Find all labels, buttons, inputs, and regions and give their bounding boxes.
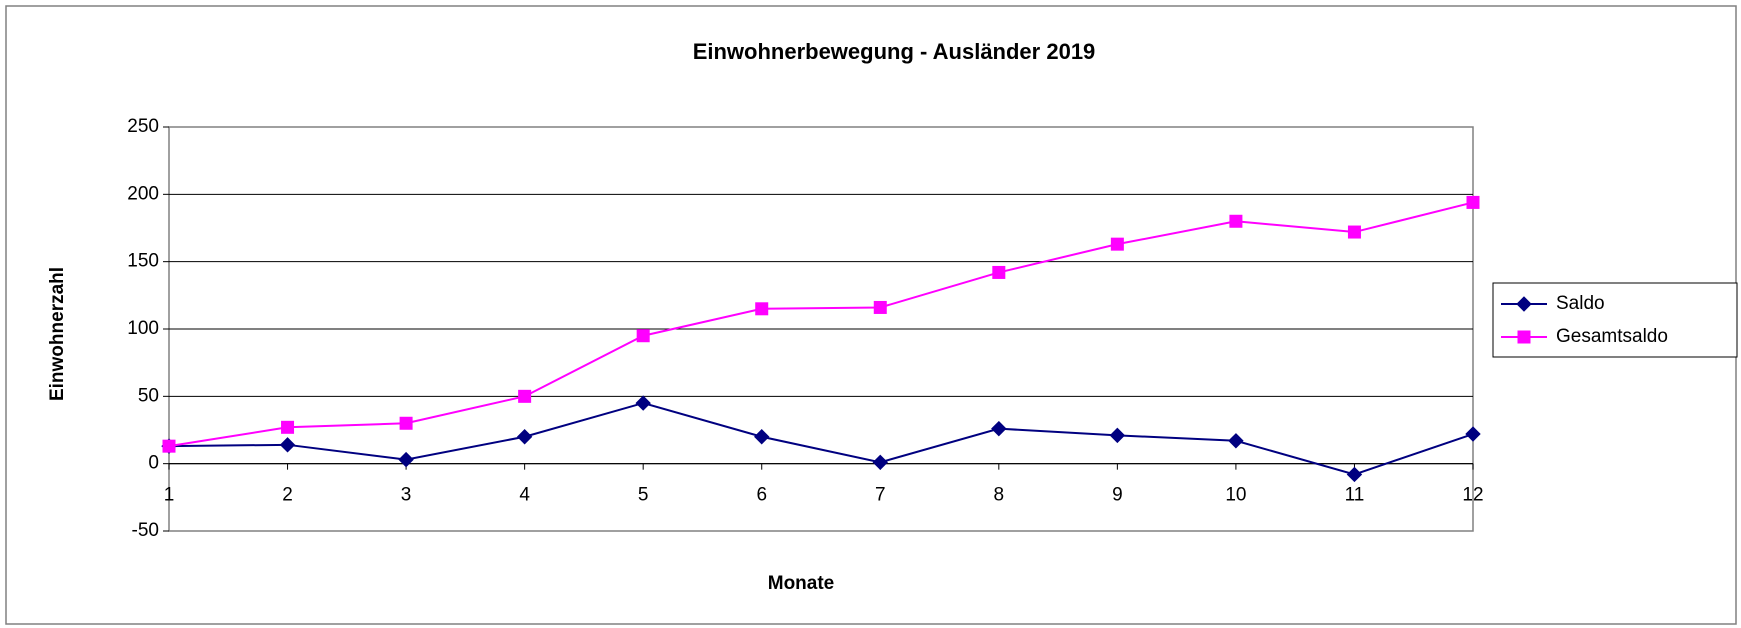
y-tick-label: 100 (127, 318, 159, 339)
x-tick-label: 1 (164, 485, 175, 506)
x-tick-label: 7 (875, 485, 886, 506)
data-point (754, 429, 770, 445)
data-point (991, 420, 1007, 437)
data-point (873, 300, 887, 314)
x-tick-label: 6 (756, 485, 767, 506)
x-tick-label: 3 (401, 485, 412, 506)
series-line (168, 402, 1474, 476)
y-tick-label: 50 (138, 385, 159, 406)
x-tick-label: 4 (519, 485, 530, 506)
data-point (1347, 225, 1361, 239)
y-tick-label: 200 (127, 183, 159, 204)
data-point (162, 439, 176, 453)
x-tick-label: 9 (1112, 485, 1123, 506)
data-point (1466, 195, 1480, 209)
legend-label: Gesamtsaldo (1556, 326, 1668, 347)
data-point (281, 420, 295, 434)
data-point (872, 454, 888, 471)
y-tick-label: -50 (132, 520, 159, 541)
legend-marker (1517, 330, 1531, 344)
x-tick-label: 11 (1345, 485, 1365, 506)
data-point (516, 429, 533, 445)
y-tick-label: 250 (127, 116, 159, 137)
data-point (399, 416, 413, 430)
data-point (992, 265, 1006, 279)
x-tick-label: 5 (638, 485, 649, 506)
data-point (1465, 426, 1481, 442)
data-point (1110, 237, 1124, 251)
legend-box (1492, 282, 1738, 358)
x-tick-label: 10 (1225, 485, 1246, 506)
data-point (1346, 466, 1363, 483)
y-tick-label: 0 (148, 453, 159, 474)
legend-marker (1516, 296, 1532, 312)
data-point (1228, 433, 1244, 449)
x-tick-label: 12 (1462, 485, 1483, 506)
data-point (755, 302, 769, 316)
x-axis-title: Monate (768, 573, 835, 594)
data-point (1109, 427, 1126, 444)
series-line (168, 201, 1474, 448)
data-point (518, 389, 532, 403)
y-tick-label: 150 (127, 251, 159, 272)
legend-label: Saldo (1556, 293, 1605, 314)
data-point (636, 329, 650, 343)
data-point (398, 451, 414, 468)
chart-title: Einwohnerbewegung - Ausländer 2019 (693, 39, 1096, 64)
data-point (279, 437, 296, 453)
data-point (635, 395, 651, 411)
data-point (1229, 214, 1243, 228)
y-axis-title: Einwohnerzahl (47, 267, 68, 401)
x-tick-label: 8 (994, 485, 1005, 506)
x-tick-label: 2 (282, 485, 293, 506)
